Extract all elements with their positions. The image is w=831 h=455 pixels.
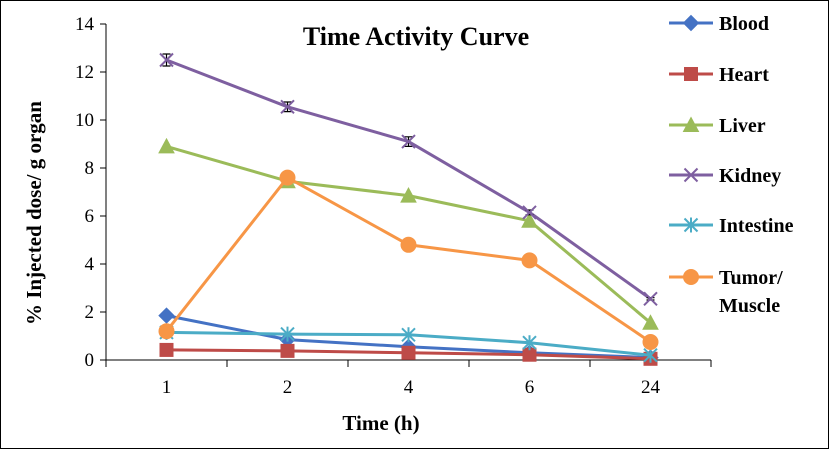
x-tick-label: 2 bbox=[283, 377, 293, 398]
x-tick-label: 24 bbox=[641, 377, 661, 398]
legend-label: Intestine bbox=[719, 215, 794, 237]
y-tick-label: 10 bbox=[75, 110, 94, 131]
data-point bbox=[158, 307, 175, 324]
x-tick-label: 6 bbox=[525, 377, 535, 398]
data-point bbox=[521, 212, 538, 228]
legend-marker bbox=[683, 269, 699, 285]
y-axis-label: % Injected dose/ g organ bbox=[22, 101, 46, 325]
series-liver bbox=[158, 137, 659, 330]
legend-marker bbox=[684, 67, 698, 81]
data-point bbox=[158, 137, 175, 154]
series-intestine bbox=[159, 324, 658, 363]
data-point bbox=[643, 291, 658, 307]
x-tick-label: 4 bbox=[404, 377, 414, 398]
data-point bbox=[522, 205, 537, 220]
series-kidney bbox=[159, 52, 658, 307]
legend-label: Tumor/ bbox=[719, 267, 783, 289]
x-axis-label: Time (h) bbox=[342, 411, 419, 435]
data-point bbox=[401, 327, 416, 343]
series-tumor-muscle bbox=[158, 169, 659, 350]
legend-marker bbox=[682, 14, 700, 32]
legend-label: Liver bbox=[719, 115, 766, 137]
data-point bbox=[401, 134, 416, 149]
data-point bbox=[158, 323, 175, 340]
data-point bbox=[521, 252, 538, 269]
data-point bbox=[401, 345, 416, 360]
data-point bbox=[642, 334, 659, 350]
y-tick-label: 12 bbox=[75, 62, 94, 83]
data-point bbox=[280, 326, 295, 342]
legend-label: Blood bbox=[719, 13, 769, 35]
y-tick-label: 0 bbox=[85, 350, 95, 371]
data-point bbox=[522, 335, 537, 351]
data-point bbox=[280, 343, 295, 358]
chart-title: Time Activity Curve bbox=[303, 22, 529, 51]
data-point bbox=[642, 314, 659, 330]
legend-item-liver: Liver bbox=[669, 115, 766, 137]
data-point bbox=[159, 342, 174, 357]
data-point bbox=[400, 187, 417, 203]
series-line bbox=[166, 144, 652, 324]
legend-marker bbox=[683, 217, 699, 233]
y-tick-label: 8 bbox=[85, 158, 95, 179]
legend-item-tumor-muscle: Tumor/Muscle bbox=[669, 267, 783, 317]
legend-marker bbox=[682, 116, 700, 132]
legend-item-intestine: Intestine bbox=[669, 215, 794, 237]
legend-label: Kidney bbox=[719, 165, 781, 187]
legend-item-kidney: Kidney bbox=[669, 165, 781, 187]
x-tick-label: 1 bbox=[162, 377, 172, 398]
legend-item-blood: Blood bbox=[669, 13, 769, 35]
legend-item-heart: Heart bbox=[669, 64, 769, 86]
y-tick-label: 14 bbox=[75, 14, 95, 35]
y-tick-label: 2 bbox=[85, 302, 95, 323]
data-point bbox=[159, 52, 174, 68]
legend: Blood Heart Liver Kidney Intestine Tumor/Musc… bbox=[669, 13, 794, 317]
legend-label: Muscle bbox=[719, 295, 780, 317]
y-tick-label: 4 bbox=[85, 254, 95, 275]
data-point bbox=[280, 99, 295, 115]
legend-label: Heart bbox=[719, 64, 769, 86]
y-tick-label: 6 bbox=[85, 206, 95, 227]
legend-marker bbox=[683, 167, 699, 183]
series-heart bbox=[159, 342, 658, 366]
series-layer bbox=[158, 52, 659, 366]
data-point bbox=[279, 169, 296, 186]
data-point bbox=[643, 347, 658, 363]
data-point bbox=[400, 236, 417, 253]
